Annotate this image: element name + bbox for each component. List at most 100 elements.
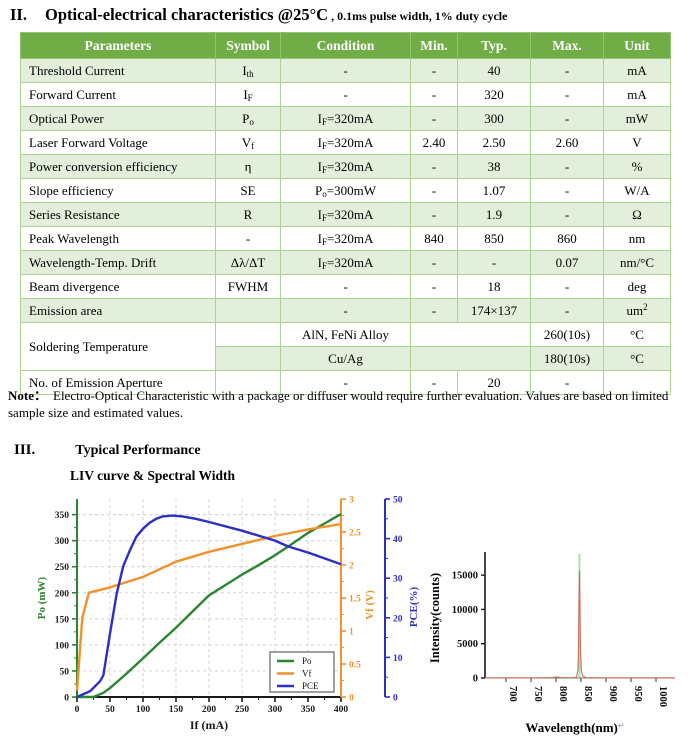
y-tick-label: 10000 [452,605,478,616]
x-tick-label: 950 [632,686,643,702]
column-header: Parameters [20,32,216,59]
table-cell [215,370,281,395]
legend-label: Vf [302,669,312,679]
table-row: Wavelength-Temp. Drift Δλ/ΔT IF=320mA - -0.0… [20,250,671,275]
po-tick-label: 250 [55,563,70,573]
table-cell: 180(10s) [530,346,604,371]
table-cell: 40 [457,58,531,83]
table-cell: 2.60 [530,130,604,155]
table-row: Peak Wavelength - IF=320mA 840 850 860 nm [20,226,671,251]
table-cell: Peak Wavelength [20,226,216,251]
po-axis-title: Po (mW) [36,576,48,619]
table-cell: IF [215,82,281,107]
table-cell: Optical Power [20,106,216,131]
x-tick-label: 700 [507,686,518,702]
table-cell: Δλ/ΔT [215,250,281,275]
table-cell: nm/°C [603,250,671,275]
table-cell: Soldering Temperature [20,322,216,371]
table-cell: - [410,82,458,107]
x-tick-label: 100 [136,705,151,715]
table-cell: Ith [215,58,281,83]
table-cell [215,298,281,323]
table-cell: - [280,274,411,299]
table-cell: - [280,58,411,83]
table-cell: Power conversion efficiency [20,154,216,179]
x-tick-label: 250 [235,705,250,715]
x-tick-label: 750 [532,686,543,702]
table-row: Threshold Current Ith - -40- mA [20,58,671,83]
table-cell: mW [603,106,671,131]
legend-label: PCE [302,681,319,691]
table-cell: - [530,106,604,131]
table-cell: 260(10s) [530,322,604,347]
table-cell: mA [603,58,671,83]
section2-heading: II. Optical-electrical characteristics @2… [10,5,507,25]
x-axis-title: If (mA) [190,718,228,732]
table-cell: 300 [457,106,531,131]
table-cell: 860 [530,226,604,251]
table-cell: - [410,274,458,299]
table-cell: Po=300mW [280,178,411,203]
table-cell: AlN, FeNi Alloy [280,322,411,347]
section2-title: Optical-electrical characteristics @25°C [45,5,329,24]
column-header: Max. [530,32,604,59]
table-row: Laser Forward Voltage Vf IF=320mA 2.40 2.50 2… [20,130,671,155]
x-tick-label: 800 [557,686,568,702]
vf-tick-label: 3 [349,496,354,506]
note: Note： Electro-Optical Characteristic with… [8,387,684,421]
table-cell: - [410,106,458,131]
column-header: Typ. [457,32,531,59]
table-cell: - [530,298,604,323]
vf-axis-title: Vf (V) [364,590,376,620]
table-cell: mA [603,82,671,107]
table-cell: °C [603,322,671,347]
table-cell: - [410,58,458,83]
table-cell: R [215,202,281,227]
table-cell: 320 [457,82,531,107]
pce-tick-label: 50 [393,496,403,506]
pce-tick-label: 0 [393,694,398,704]
table-cell: Slope efficiency [20,178,216,203]
table-cell [410,346,531,371]
table-cell: IF=320mA [280,130,411,155]
table-cell: - [410,370,458,395]
y-tick-label: 15000 [452,571,478,582]
table-cell: W/A [603,178,671,203]
table-cell: V [603,130,671,155]
table-row: Soldering Temperature AlN, FeNi Alloy 260(… [20,322,671,371]
table-cell: SE [215,178,281,203]
po-tick-label: 50 [60,667,70,677]
x-tick-label: 150 [169,705,184,715]
vf-tick-label: 2.5 [349,529,361,539]
table-cell: - [280,298,411,323]
pce-tick-label: 30 [393,575,403,585]
table-cell: 1.9 [457,202,531,227]
table-cell: 38 [457,154,531,179]
note-label: Note： [8,388,47,403]
section3-subtitle: LIV curve & Spectral Width [70,468,236,483]
table-cell: Po [215,106,281,131]
table-cell: IF=320mA [280,250,411,275]
po-tick-label: 350 [55,511,70,521]
x-tick-label: 900 [607,686,618,702]
spec-table: Parameters Symbol Condition Min. Typ. Max. Uni… [20,32,671,395]
x-tick-label: 200 [202,705,217,715]
table-cell: 1.07 [457,178,531,203]
vf-tick-label: 1 [349,628,354,638]
po-tick-label: 200 [55,589,70,599]
table-cell: - [410,178,458,203]
section2-numeral: II. [10,5,27,24]
po-curve [77,513,342,699]
table-cell: - [410,298,458,323]
table-cell: 0.07 [530,250,604,275]
table-cell: - [215,226,281,251]
table-cell [410,322,531,347]
table-cell: - [280,82,411,107]
vf-tick-label: 2 [349,562,354,572]
section2-subtitle: , 0.1ms pulse width, 1% duty cycle [328,9,508,23]
x-tick-label: 350 [301,705,316,715]
table-cell: IF=320mA [280,202,411,227]
legend: Po Vf PCE [269,651,335,693]
spectrum-plot: 0 5000 10000 15000 700 750 800 850 900 950 1000 Int… [428,552,675,735]
